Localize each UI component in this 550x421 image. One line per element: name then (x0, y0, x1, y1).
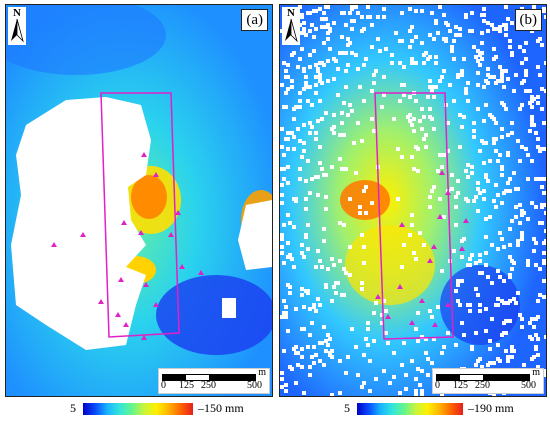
north-arrow-icon: N (8, 7, 26, 45)
survey-markers-a (51, 152, 204, 340)
colorbar-gradient (83, 403, 193, 415)
survey-marker-icon (123, 322, 129, 327)
colorbar-b: 5 –190 mm (344, 401, 544, 415)
survey-marker-icon (437, 214, 443, 219)
survey-marker-icon (121, 220, 127, 225)
colorbar-gradient (357, 403, 463, 415)
scale-bar-graphic (162, 374, 256, 381)
survey-marker-icon (385, 314, 391, 319)
survey-marker-icon (463, 218, 469, 223)
north-arrow-icon: N (282, 7, 300, 45)
survey-marker-icon (118, 277, 124, 282)
survey-marker-icon (427, 258, 433, 263)
no-data-pixels (280, 5, 546, 396)
arrow-icon (285, 18, 298, 43)
survey-marker-icon (80, 232, 86, 237)
colorbar-min-label: 5 (344, 401, 350, 415)
scale-bar-graphic (436, 374, 530, 381)
survey-marker-icon (445, 302, 451, 307)
survey-marker-icon (98, 299, 104, 304)
map-panel-a: N (a) m 0 125 250 500 (5, 4, 273, 397)
map-panel-b: N (b) m 0 125 250 500 (279, 4, 547, 397)
survey-marker-icon (141, 335, 147, 340)
survey-marker-icon (138, 230, 144, 235)
survey-marker-icon (153, 172, 159, 177)
deformation-map-b (280, 5, 546, 396)
survey-marker-icon (141, 152, 147, 157)
survey-marker-icon (168, 232, 174, 237)
scale-tick: 125 (453, 380, 468, 391)
survey-marker-icon (198, 270, 204, 275)
scale-tick: 250 (201, 380, 216, 391)
survey-marker-icon (179, 264, 185, 269)
survey-marker-icon (409, 320, 415, 325)
survey-marker-icon (431, 244, 437, 249)
scale-unit: m (532, 367, 540, 378)
north-label: N (13, 7, 21, 19)
scale-tick: 0 (161, 380, 166, 391)
survey-marker-icon (375, 294, 381, 299)
survey-marker-icon (459, 246, 465, 251)
survey-marker-icon (175, 210, 181, 215)
survey-marker-icon (397, 284, 403, 289)
scale-tick: 500 (521, 380, 536, 391)
survey-marker-icon (432, 322, 438, 327)
panel-tag: (b) (514, 9, 542, 31)
north-label: N (287, 7, 295, 19)
scale-tick: 500 (247, 380, 262, 391)
survey-marker-icon (51, 242, 57, 247)
colorbar-a: 5 –150 mm (70, 401, 270, 415)
panel-tag: (a) (241, 9, 268, 31)
colorbar-max-label: –190 mm (468, 401, 514, 415)
survey-marker-icon (399, 222, 405, 227)
scale-unit: m (258, 367, 266, 378)
survey-marker-icon (445, 190, 451, 195)
scale-tick: 125 (179, 380, 194, 391)
scale-tick: 250 (475, 380, 490, 391)
scale-tick: 0 (435, 380, 440, 391)
survey-marker-icon (439, 170, 445, 175)
arrow-icon (11, 18, 24, 43)
survey-marker-icon (153, 302, 159, 307)
survey-marker-icon (419, 298, 425, 303)
deformation-map-a (6, 5, 272, 396)
scale-bar: m 0 125 250 500 (432, 367, 544, 394)
survey-marker-icon (143, 282, 149, 287)
colorbar-min-label: 5 (70, 401, 76, 415)
scale-bar: m 0 125 250 500 (158, 367, 270, 394)
survey-markers-b (375, 170, 469, 327)
survey-marker-icon (115, 312, 121, 317)
colorbar-max-label: –150 mm (198, 401, 244, 415)
